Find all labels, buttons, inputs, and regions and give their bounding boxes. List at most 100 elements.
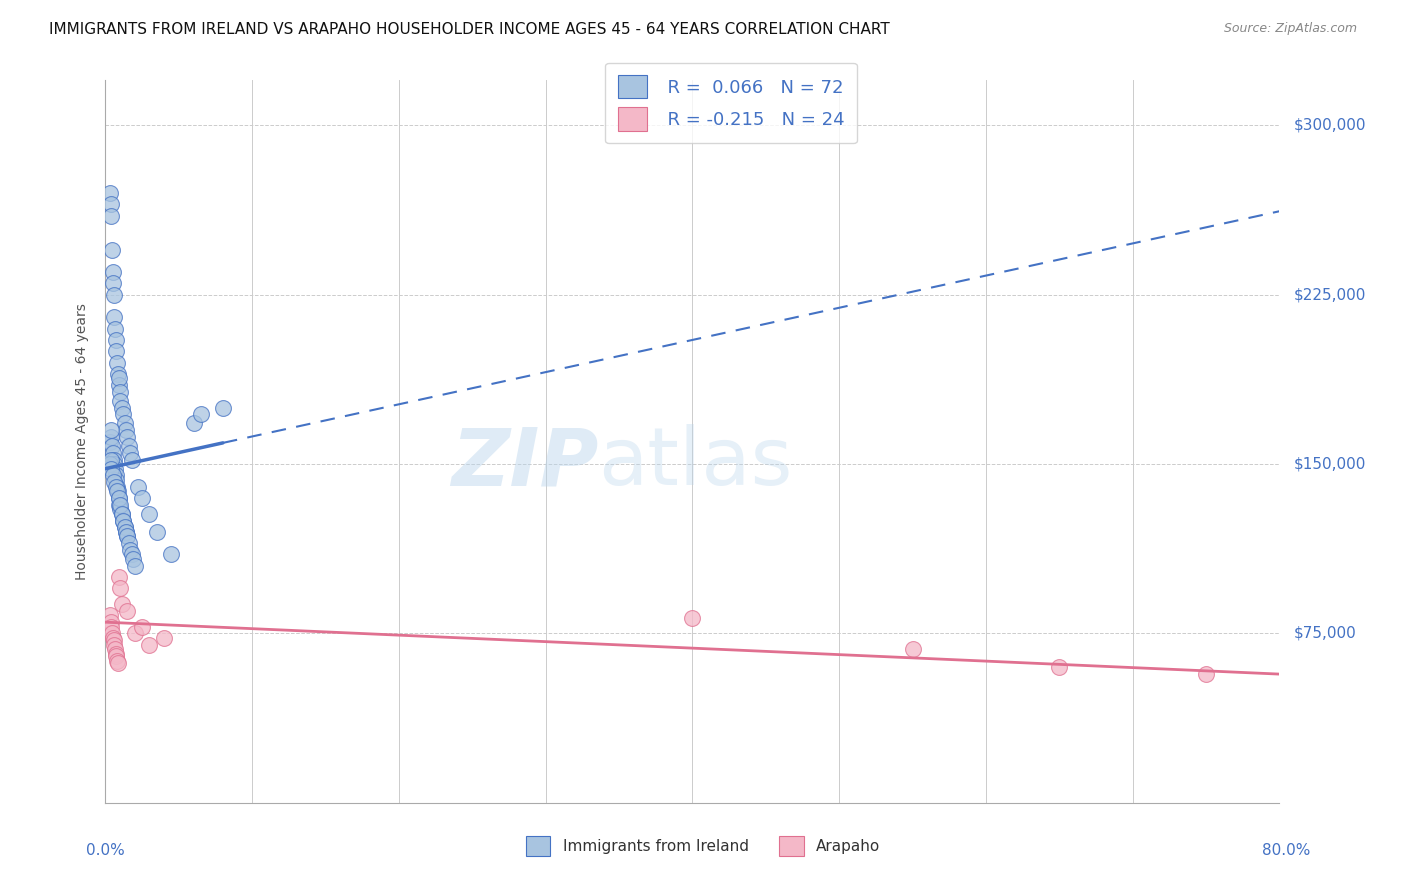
Point <box>101 277 124 291</box>
Point <box>100 615 122 630</box>
Point <box>121 452 143 467</box>
Point <box>107 570 129 584</box>
Point <box>107 367 129 381</box>
Point <box>108 498 131 512</box>
Point <box>112 514 135 528</box>
Point <box>901 642 924 657</box>
Point <box>104 468 127 483</box>
Point <box>153 631 176 645</box>
Text: 0.0%: 0.0% <box>86 843 125 858</box>
Point <box>110 597 132 611</box>
Point <box>100 620 122 634</box>
Point <box>112 514 135 528</box>
Point <box>138 638 160 652</box>
Text: Source: ZipAtlas.com: Source: ZipAtlas.com <box>1223 22 1357 36</box>
Point <box>118 439 141 453</box>
Text: 80.0%: 80.0% <box>1263 843 1310 858</box>
Point <box>105 355 128 369</box>
Point <box>138 507 160 521</box>
Point <box>100 197 122 211</box>
Text: atlas: atlas <box>599 425 793 502</box>
Point <box>101 265 124 279</box>
Point <box>190 408 212 422</box>
Point <box>101 626 124 640</box>
Text: $225,000: $225,000 <box>1294 287 1367 302</box>
Point <box>105 484 128 499</box>
Point <box>124 626 146 640</box>
Point <box>104 642 127 657</box>
Point <box>117 529 139 543</box>
Legend: Immigrants from Ireland, Arapaho: Immigrants from Ireland, Arapaho <box>520 830 886 862</box>
Point <box>105 344 128 359</box>
Point <box>127 480 149 494</box>
Point <box>115 423 138 437</box>
Point <box>107 491 129 505</box>
Text: IMMIGRANTS FROM IRELAND VS ARAPAHO HOUSEHOLDER INCOME AGES 45 - 64 YEARS CORRELA: IMMIGRANTS FROM IRELAND VS ARAPAHO HOUSE… <box>49 22 890 37</box>
Point <box>122 552 145 566</box>
Point <box>103 633 125 648</box>
Point <box>100 209 122 223</box>
Point <box>131 620 153 634</box>
Point <box>131 491 153 505</box>
Point <box>100 461 122 475</box>
Point <box>114 520 136 534</box>
Point <box>115 524 138 539</box>
Point <box>124 558 146 573</box>
Point <box>103 287 125 301</box>
Text: ZIP: ZIP <box>451 425 599 502</box>
Point <box>117 604 139 618</box>
Point <box>103 457 125 471</box>
Legend:   R =  0.066   N = 72,   R = -0.215   N = 24: R = 0.066 N = 72, R = -0.215 N = 24 <box>605 62 858 144</box>
Point <box>183 417 205 431</box>
Point <box>121 548 143 562</box>
Point <box>1195 667 1218 681</box>
Point <box>98 434 121 449</box>
Point <box>104 321 127 335</box>
Point <box>682 610 704 624</box>
Text: $150,000: $150,000 <box>1294 457 1367 472</box>
Point <box>114 520 136 534</box>
Point <box>120 542 142 557</box>
Point <box>160 548 183 562</box>
Point <box>114 417 136 431</box>
Point <box>107 484 129 499</box>
Point <box>101 243 124 257</box>
Point <box>98 608 121 623</box>
Point <box>120 446 142 460</box>
Point <box>110 401 132 415</box>
Point <box>110 507 132 521</box>
Point <box>108 582 131 596</box>
Point <box>101 468 124 483</box>
Text: $300,000: $300,000 <box>1294 118 1367 133</box>
Point <box>103 475 125 490</box>
Point <box>100 452 122 467</box>
Point <box>103 310 125 325</box>
Point <box>1047 660 1070 674</box>
Point <box>98 457 121 471</box>
Point <box>108 384 131 399</box>
Point <box>105 654 128 668</box>
Point <box>118 536 141 550</box>
Point <box>211 401 233 415</box>
Point <box>108 393 131 408</box>
Text: $75,000: $75,000 <box>1294 626 1357 641</box>
Point <box>101 631 124 645</box>
Point <box>104 333 127 347</box>
Point <box>107 371 129 385</box>
Point <box>100 423 122 437</box>
Point <box>98 186 121 201</box>
Point <box>108 498 131 512</box>
Point <box>107 491 129 505</box>
Point <box>115 524 138 539</box>
Point <box>110 507 132 521</box>
Point <box>112 408 135 422</box>
Point <box>105 480 128 494</box>
Y-axis label: Householder Income Ages 45 - 64 years: Householder Income Ages 45 - 64 years <box>76 303 90 580</box>
Point <box>108 502 131 516</box>
Point <box>107 656 129 670</box>
Point <box>105 473 128 487</box>
Point <box>101 439 124 453</box>
Point <box>146 524 169 539</box>
Point <box>104 461 127 475</box>
Point <box>103 452 125 467</box>
